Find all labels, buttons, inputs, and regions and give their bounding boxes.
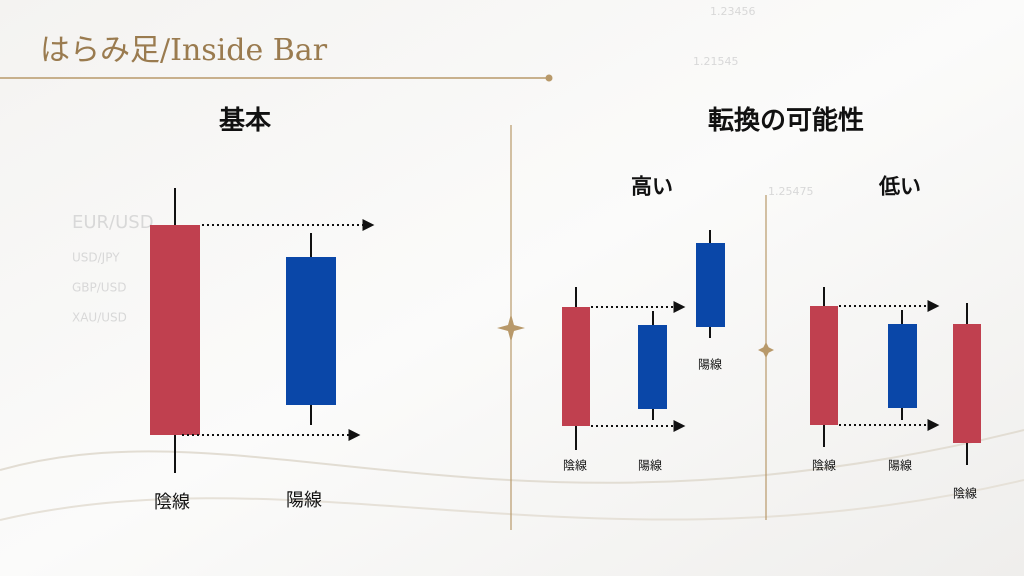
ornament bbox=[758, 342, 774, 358]
candle-label: 陰線 bbox=[812, 458, 836, 473]
candle-label: 陰線 bbox=[154, 492, 190, 513]
candle-label: 陽線 bbox=[286, 490, 322, 511]
bullish-candle bbox=[286, 257, 336, 405]
bg-text: USD/JPY bbox=[72, 251, 120, 265]
bearish-candle bbox=[810, 306, 838, 425]
section-heading: 基本 bbox=[219, 106, 272, 136]
bg-text: GBP/USD bbox=[72, 281, 126, 295]
bullish-candle bbox=[638, 325, 667, 409]
bg-text: EUR/USD bbox=[72, 212, 154, 233]
candle-label: 陰線 bbox=[953, 486, 977, 501]
sparkle bbox=[497, 314, 525, 342]
bg-text: 1.23456 bbox=[710, 5, 756, 18]
bg-text: 1.25475 bbox=[768, 185, 814, 198]
candle-label: 陽線 bbox=[698, 357, 722, 372]
bearish-candle bbox=[150, 225, 200, 435]
section-heading: 転換の可能性 bbox=[708, 105, 864, 136]
bearish-candle bbox=[953, 324, 981, 443]
candle-label: 陰線 bbox=[563, 458, 587, 473]
decor-wave bbox=[0, 429, 1024, 484]
bg-text: 1.21545 bbox=[693, 55, 739, 68]
candle-label: 陽線 bbox=[638, 458, 662, 473]
sub-heading: 低い bbox=[878, 174, 921, 199]
candle-label: 陽線 bbox=[888, 458, 912, 473]
bullish-candle bbox=[888, 324, 917, 408]
decor-wave bbox=[0, 479, 1024, 521]
sub-heading: 高い bbox=[631, 174, 673, 199]
title: はらみ足/Inside Bar bbox=[40, 33, 328, 68]
bg-text: XAU/USD bbox=[72, 311, 127, 325]
bearish-candle bbox=[562, 307, 590, 426]
title-rule-dot bbox=[545, 74, 553, 82]
bullish-candle bbox=[696, 243, 725, 327]
